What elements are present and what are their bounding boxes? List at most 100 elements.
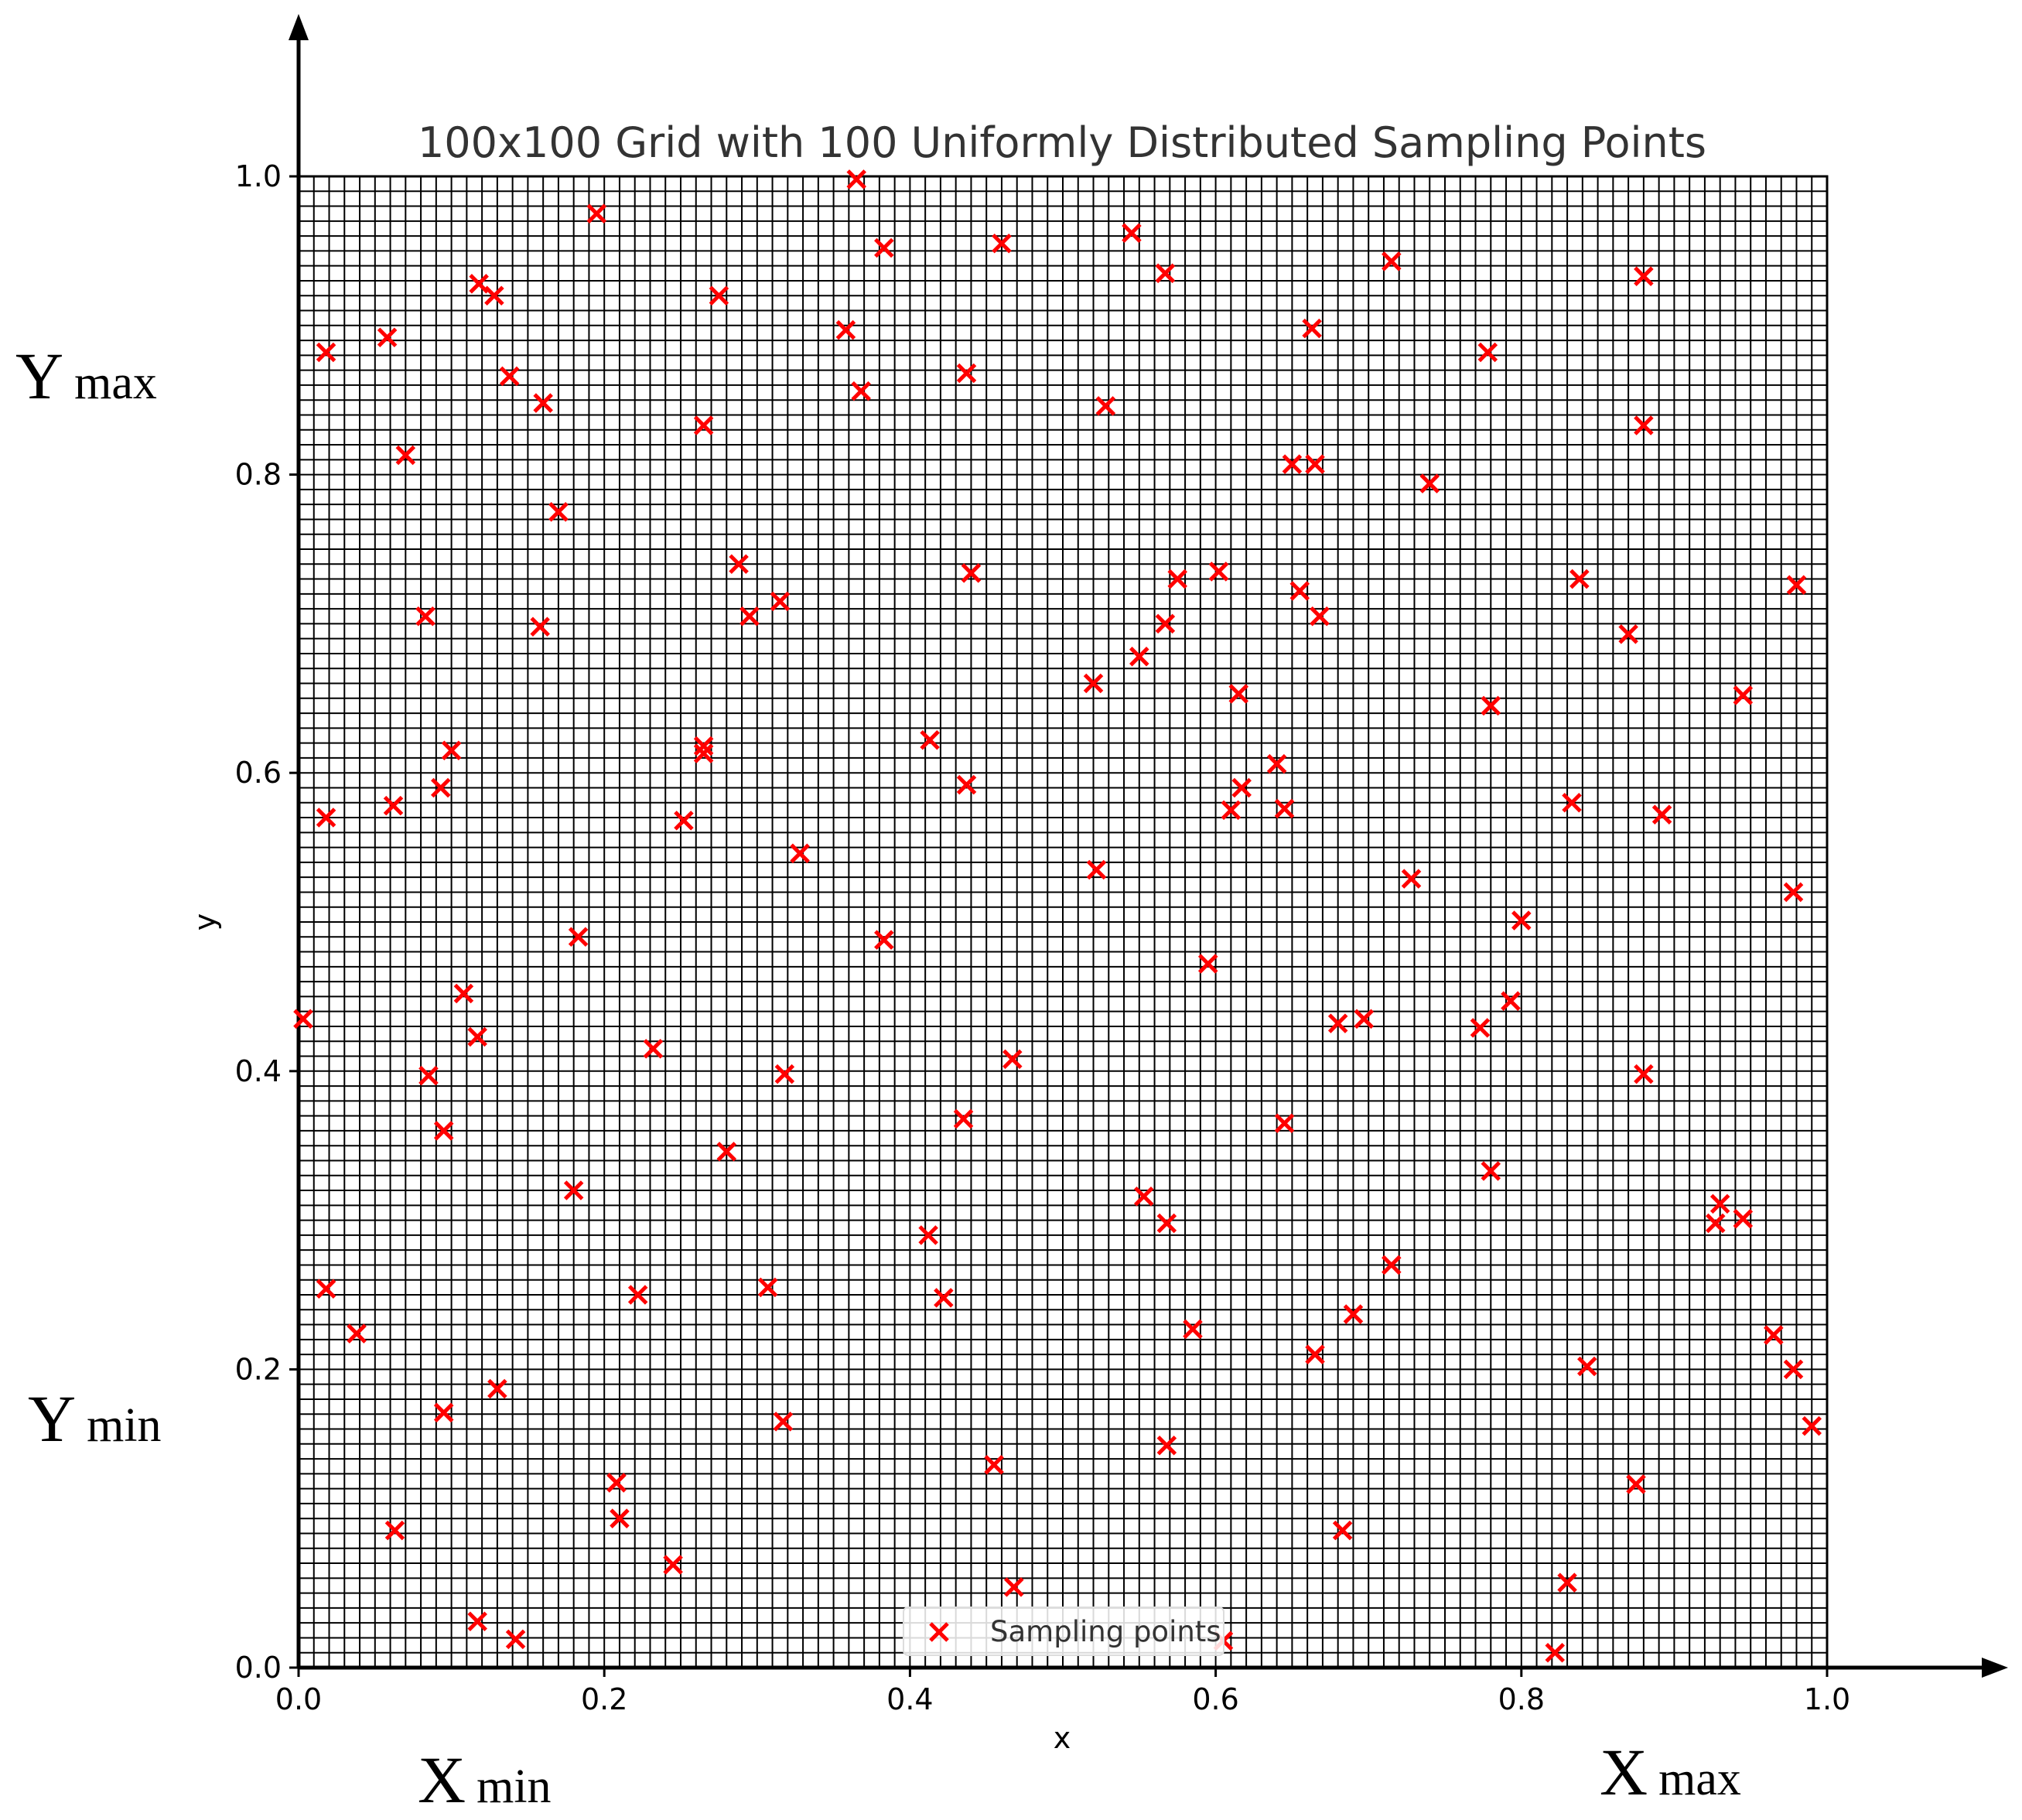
sampling-point xyxy=(316,1279,336,1299)
sampling-point xyxy=(1208,562,1229,582)
sampling-point xyxy=(874,237,894,258)
sampling-point xyxy=(505,1629,526,1650)
y-tick-label: 0.6 xyxy=(235,756,282,790)
sampling-point xyxy=(774,1064,795,1084)
sampling-point xyxy=(674,811,694,831)
sampling-point xyxy=(563,1180,584,1200)
sampling-point xyxy=(1282,454,1303,474)
sampling-point xyxy=(384,1520,405,1541)
sampling-point xyxy=(431,777,451,798)
sampling-point xyxy=(757,1277,778,1298)
sampling-point xyxy=(1289,581,1310,601)
y-tick-label: 0.2 xyxy=(235,1352,282,1386)
sampling-point xyxy=(693,415,714,435)
sampling-point xyxy=(1274,1113,1295,1134)
y-tick-label: 1.0 xyxy=(235,159,282,193)
sampling-point xyxy=(874,930,894,950)
sampling-point xyxy=(533,393,553,413)
sampling-point xyxy=(1183,1319,1203,1340)
sampling-point xyxy=(548,502,569,522)
sampling-point xyxy=(499,366,520,387)
sampling-point xyxy=(1083,673,1104,694)
sampling-point xyxy=(739,606,760,627)
x-tick-label: 0.0 xyxy=(275,1682,322,1716)
sampling-point xyxy=(1197,954,1218,974)
sampling-point xyxy=(851,381,871,401)
sampling-point xyxy=(1305,1344,1325,1364)
grid-lines xyxy=(299,176,1827,1668)
sampling-point xyxy=(846,169,867,190)
sampling-point xyxy=(1419,473,1440,493)
legend: Sampling points xyxy=(903,1607,1224,1656)
x-tick-label: 0.2 xyxy=(581,1682,627,1716)
x-axis-arrowhead xyxy=(1982,1658,2008,1678)
sampling-point xyxy=(441,740,462,761)
sampling-point xyxy=(773,1412,794,1432)
sampling-point xyxy=(1481,695,1501,716)
sampling-point xyxy=(316,808,336,828)
sampling-point xyxy=(1401,869,1422,889)
sampling-point xyxy=(1354,1009,1375,1030)
sampling-point xyxy=(1228,684,1249,704)
sampling-point xyxy=(1634,1064,1654,1084)
sampling-point xyxy=(1221,800,1242,821)
sampling-point xyxy=(920,730,940,750)
sampling-point xyxy=(693,736,714,756)
sampling-point xyxy=(693,743,714,763)
sampling-point xyxy=(1577,1356,1597,1377)
legend-marker-icon xyxy=(929,1622,949,1642)
x-axis-label: x xyxy=(1054,1721,1071,1755)
sampling-point xyxy=(1764,1325,1784,1345)
sampling-point xyxy=(1156,1213,1177,1234)
y-tick-label: 0.0 xyxy=(235,1651,282,1685)
sampling-point xyxy=(1305,454,1325,474)
sampling-point xyxy=(1618,624,1638,644)
sampling-point xyxy=(1557,1572,1577,1593)
sampling-point xyxy=(1310,606,1330,627)
sampling-point xyxy=(1783,882,1804,903)
sampling-point xyxy=(586,203,607,224)
sampling-point xyxy=(934,1288,954,1308)
sampling-point xyxy=(1129,647,1149,667)
sampling-point xyxy=(610,1508,630,1528)
sampling-point xyxy=(415,606,435,627)
sampling-point xyxy=(1545,1642,1566,1663)
sampling-point xyxy=(433,1402,454,1423)
sampling-point xyxy=(953,1108,974,1129)
sampling-point xyxy=(1477,342,1498,363)
y-tick-label: 0.8 xyxy=(235,458,282,492)
sampling-point xyxy=(1709,1193,1730,1214)
sampling-point xyxy=(956,774,977,795)
sampling-point xyxy=(467,1026,487,1047)
sampling-point xyxy=(1156,1435,1177,1456)
sampling-point xyxy=(1382,1255,1402,1275)
sampling-point xyxy=(1167,569,1187,589)
sampling-point xyxy=(1634,415,1654,435)
sampling-point xyxy=(627,1285,648,1305)
sampling-point xyxy=(956,363,977,384)
sampling-point xyxy=(383,795,404,816)
sampling-point xyxy=(1002,1049,1023,1070)
sampling-point xyxy=(770,591,791,612)
sampling-point xyxy=(729,554,749,575)
sampling-point xyxy=(643,1039,664,1059)
sampling-point xyxy=(484,285,504,306)
sampling-point xyxy=(1470,1018,1491,1038)
sampling-point xyxy=(1004,1577,1024,1597)
sampling-point xyxy=(1802,1415,1822,1436)
sampling-point xyxy=(1481,1161,1501,1181)
x-ticks: 0.0 0.2 0.4 0.6 0.8 1.0 xyxy=(275,1668,1850,1716)
x-tick-label: 1.0 xyxy=(1804,1682,1850,1716)
sampling-point xyxy=(530,616,550,637)
sampling-point xyxy=(1562,792,1582,813)
sampling-point xyxy=(918,1225,938,1245)
sampling-point xyxy=(1302,318,1322,339)
y-axis-arrowhead xyxy=(289,14,309,40)
sampling-point xyxy=(835,319,856,340)
sampling-point xyxy=(992,233,1012,254)
